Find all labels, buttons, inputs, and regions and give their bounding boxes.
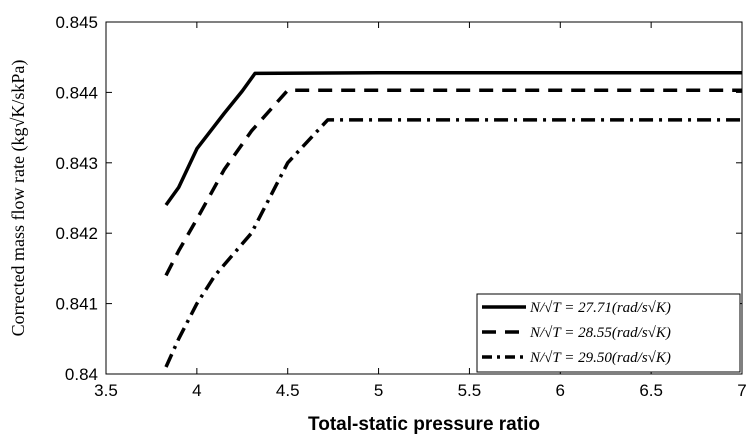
series-layer <box>164 70 742 368</box>
x-tick-label: 7 <box>737 381 746 400</box>
x-tick-label: 6.5 <box>639 381 663 400</box>
x-tick-label: 3.5 <box>94 381 118 400</box>
x-tick-label: 4 <box>192 381 201 400</box>
y-tick-label: 0.84 <box>65 365 98 384</box>
y-tick-label: 0.842 <box>55 224 98 243</box>
y-tick-label: 0.844 <box>55 83 98 102</box>
series-line-3 <box>164 118 742 368</box>
x-tick-label: 5 <box>374 381 383 400</box>
y-axis-label: Corrected mass flow rate (kg√K/skPa) <box>8 60 29 337</box>
y-axis: 0.84 0.841 0.842 0.843 0.844 0.845 <box>55 13 742 384</box>
legend: N/√T = 27.71(rad/s√K) N/√T = 28.55(rad/s√… <box>476 293 741 373</box>
x-tick-label: 4.5 <box>276 381 300 400</box>
x-tick-label: 5.5 <box>458 381 482 400</box>
y-tick-label: 0.841 <box>55 295 98 314</box>
x-axis-label: Total-static pressure ratio <box>308 414 540 435</box>
legend-label-2: N/√T = 28.55(rad/s√K) <box>529 325 671 341</box>
y-tick-label: 0.843 <box>55 154 98 173</box>
series-line-2 <box>164 88 742 277</box>
x-tick-label: 6 <box>556 381 565 400</box>
series-line-1 <box>164 70 742 207</box>
y-tick-label: 0.845 <box>55 13 98 32</box>
legend-label-1: N/√T = 27.71(rad/s√K) <box>529 300 671 316</box>
legend-label-3: N/√T = 29.50(rad/s√K) <box>529 350 671 366</box>
